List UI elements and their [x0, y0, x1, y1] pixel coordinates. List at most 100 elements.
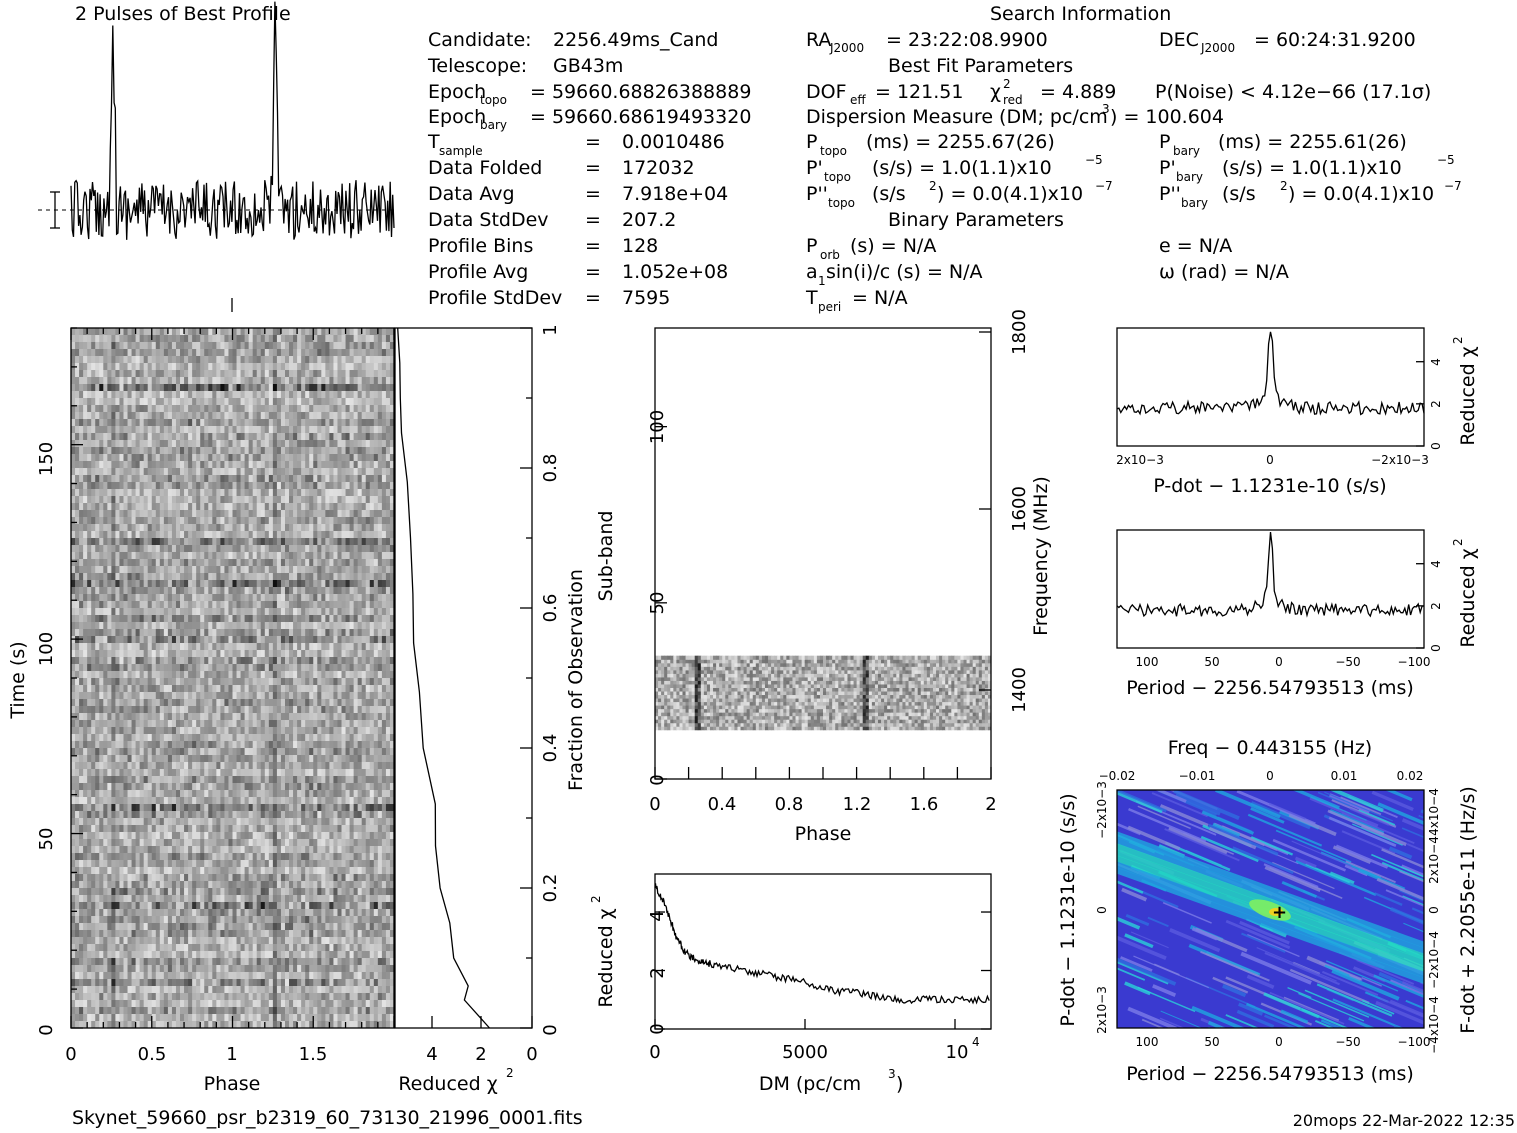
time-phase-cell	[192, 538, 197, 546]
time-phase-cell	[381, 475, 387, 483]
time-phase-cell	[91, 377, 96, 385]
time-phase-cell	[260, 622, 266, 630]
time-phase-cell	[313, 720, 318, 728]
time-phase-cell	[99, 363, 104, 371]
time-phase-cell	[353, 335, 359, 343]
time-phase-cell	[361, 636, 367, 644]
time-phase-cell	[272, 643, 278, 651]
time-phase-cell	[297, 461, 302, 469]
time-phase-cell	[111, 587, 116, 595]
time-phase-cell	[353, 552, 359, 560]
time-phase-cell	[373, 685, 379, 693]
time-phase-cell	[99, 706, 104, 714]
time-phase-cell	[293, 510, 298, 518]
time-phase-cell	[196, 398, 201, 406]
time-phase-cell	[305, 342, 310, 350]
time-phase-cell	[313, 643, 318, 651]
profile-avg-value: 1.052e+08	[622, 261, 728, 283]
time-phase-cell	[151, 734, 157, 742]
time-phase-cell	[111, 692, 116, 700]
time-phase-cell	[155, 545, 161, 553]
time-phase-cell	[337, 664, 343, 672]
time-phase-cell	[175, 559, 181, 567]
time-phase-cell	[361, 503, 367, 511]
time-phase-cell	[119, 622, 124, 630]
time-phase-cell	[75, 482, 80, 490]
time-phase-cell	[184, 377, 189, 385]
time-phase-cell	[119, 643, 124, 651]
time-phase-cell	[175, 538, 181, 546]
time-phase-cell	[123, 503, 129, 511]
pddbary-sub: bary	[1181, 196, 1208, 210]
time-phase-cell	[184, 685, 189, 693]
time-phase-cell	[317, 447, 322, 455]
time-phase-cell	[87, 370, 92, 378]
time-phase-cell	[163, 524, 169, 532]
time-phase-cell	[228, 524, 233, 532]
time-phase-cell	[147, 615, 153, 623]
profile-stddev-label: Profile StdDev	[428, 287, 562, 309]
time-phase-cell	[99, 510, 104, 518]
time-phase-cell	[252, 594, 258, 602]
time-phase-cell	[79, 720, 84, 728]
time-phase-cell	[349, 454, 355, 462]
time-phase-cell	[333, 741, 338, 749]
time-phase-cell	[208, 531, 213, 539]
time-phase-cell	[369, 720, 375, 728]
time-phase-cell	[147, 335, 153, 343]
time-phase-cell	[329, 524, 334, 532]
time-phase-cell	[272, 517, 278, 525]
time-phase-cell	[212, 573, 217, 581]
time-phase-cell	[196, 517, 201, 525]
time-phase-cell	[369, 328, 375, 336]
time-phase-cell	[103, 629, 108, 637]
time-phase-cell	[272, 349, 278, 357]
time-phase-cell	[139, 377, 145, 385]
time-phase-cell	[155, 643, 161, 651]
time-phase-cell	[184, 664, 189, 672]
time-phase-cell	[188, 510, 193, 518]
time-phase-cell	[99, 608, 104, 616]
time-phase-cell	[115, 482, 120, 490]
time-phase-cell	[284, 363, 290, 371]
time-phase-cell	[91, 391, 96, 399]
time-phase-cell	[325, 335, 330, 343]
time-phase-cell	[272, 685, 278, 693]
time-phase-cell	[143, 545, 149, 553]
time-phase-cell	[71, 517, 76, 525]
time-phase-cell	[180, 349, 185, 357]
time-phase-cell	[365, 748, 371, 756]
time-phase-cell	[188, 447, 193, 455]
time-phase-cell	[321, 664, 326, 672]
time-phase-cell	[216, 496, 221, 504]
time-phase-cell	[349, 699, 355, 707]
time-phase-cell	[151, 566, 157, 574]
time-phase-cell	[353, 748, 359, 756]
time-phase-cell	[325, 580, 330, 588]
time-phase-cell	[171, 363, 177, 371]
time-phase-cell	[208, 720, 213, 728]
time-phase-cell	[252, 524, 258, 532]
time-phase-cell	[333, 699, 338, 707]
time-phase-cell	[369, 349, 375, 357]
time-phase-cell	[127, 720, 133, 728]
time-phase-cell	[91, 657, 96, 665]
time-phase-cell	[289, 650, 294, 658]
time-phase-cell	[248, 538, 254, 546]
time-phase-cell	[293, 391, 298, 399]
time-phase-cell	[167, 552, 173, 560]
time-phase-cell	[385, 363, 391, 371]
time-phase-cell	[317, 335, 322, 343]
time-phase-cell	[192, 608, 197, 616]
time-phase-cell	[272, 664, 278, 672]
time-phase-cell	[188, 412, 193, 420]
best-fit-title: Best Fit Parameters	[888, 55, 1073, 77]
time-phase-cell	[216, 377, 221, 385]
time-phase-cell	[341, 587, 347, 595]
time-phase-cell	[119, 419, 124, 427]
time-phase-cell	[87, 342, 92, 350]
time-phase-cell	[139, 545, 145, 553]
time-phase-cell	[309, 580, 314, 588]
time-phase-cell	[377, 538, 383, 546]
time-phase-cell	[75, 629, 80, 637]
